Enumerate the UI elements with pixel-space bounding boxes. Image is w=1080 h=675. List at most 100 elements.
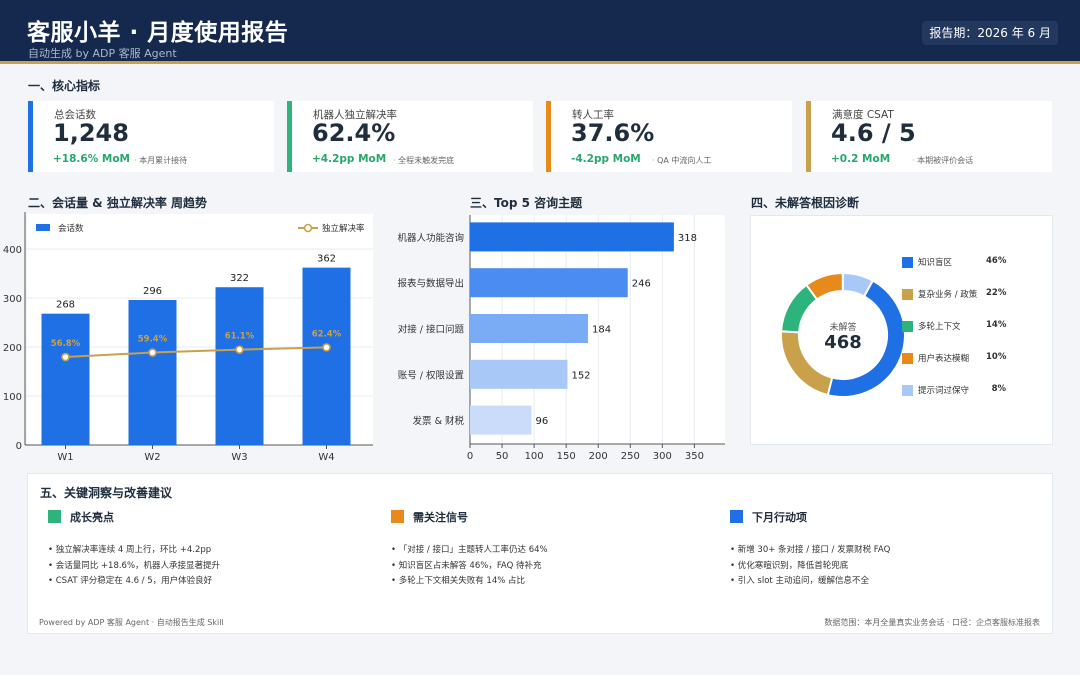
legend-swatch [902,321,913,332]
kpi-label: 转人工率 [572,109,614,121]
legend-swatch [902,385,913,396]
report-header: 客服小羊 · 月度使用报告 自动生成 by ADP 客服 Agent 报告期：2… [0,0,1080,64]
line-point [322,343,331,352]
x-tick-label: W3 [231,452,247,463]
y-tick-label: 0 [16,441,22,452]
bar-value-label: 362 [317,254,336,265]
kpi-delta: +4.2pp MoM [312,153,387,165]
x-tick-label: 300 [653,451,672,462]
y-tick-label: 账号 / 权限设置 [398,369,464,381]
kpi-note: QA 中流向人工 [652,155,711,166]
insight-title: 下月行动项 [752,511,807,524]
list-item: 「对接 / 接口」主题转人工率仍达 64% [391,543,548,559]
report-period-badge: 报告期：2026 年 6 月 [922,21,1058,45]
section-title-insights: 五、关键洞察与改善建议 [40,486,173,500]
legend-percent: 14% [986,320,1007,330]
insight-list-actions: 新增 30+ 条对接 / 接口 / 发票财税 FAQ 优化寒暄识别，降低首轮兜底… [730,543,891,590]
bar [470,222,674,252]
legend-swatch [902,353,913,364]
trend-chart: 0 100 200 300 400 268 W1 296 W2 322 W3 362 W4 56.8% 59… [3,212,373,463]
bar-value-label: 96 [536,416,549,427]
line-point [61,352,70,362]
y-tick-label: 对接 / 接口问题 [398,324,465,336]
x-tick-label: W2 [144,452,160,463]
bar [470,359,568,389]
x-tick-label: 100 [525,451,544,462]
kpi-value: 62.4% [312,119,396,147]
footer-scope: 数据范围：本月全量真实业务会话 · 口径：企点客服标准报表 [824,618,1040,627]
legend-label: 知识盲区 [918,258,953,268]
y-tick-label: 400 [3,245,22,256]
x-tick-label: W4 [318,452,334,463]
line-value-label: 62.4% [312,329,342,339]
donut-slice [841,272,875,298]
kpi-card-csat: 满意度 CSAT 4.6 / 5 +0.2 MoM 本期被评价会话 [806,101,1052,172]
section-title-trend: 二、会话量 & 独立解决率 周趋势 [28,196,207,210]
insight-title: 成长亮点 [70,511,114,524]
bar [302,267,351,445]
y-tick-label: 100 [3,392,22,403]
bar [128,299,177,445]
bar-value-label: 152 [571,370,590,381]
bar [41,313,90,445]
legend-percent: 10% [986,352,1007,362]
insight-head-signals: 需关注信号 [391,509,468,525]
x-tick-label: 250 [621,451,640,462]
legend-label: 会话数 [58,223,84,234]
y-tick-label: 发票 & 财税 [413,415,465,427]
legend-swatch [902,257,913,268]
line-value-label: 61.1% [225,332,255,342]
bar [215,287,264,445]
insight-head-highlights: 成长亮点 [48,509,114,525]
x-tick-label: W1 [57,452,73,463]
kpi-value: 37.6% [571,119,655,147]
legend-label: 提示词过保守 [918,386,970,396]
bar [470,314,588,343]
bar [470,405,532,435]
resolution-rate-line [65,346,327,359]
legend-label: 独立解决率 [322,223,365,234]
list-item: 引入 slot 主动追问，缓解信息不全 [730,574,890,590]
bar-value-label: 246 [632,279,651,290]
x-tick-label: 200 [589,451,608,462]
x-tick-label: 350 [685,451,704,462]
insight-list-highlights: 独立解决率连续 4 周上行，环比 +4.2pp 会话量同比 +18.6%，机器人… [48,543,220,590]
line-point [235,345,244,354]
insight-head-actions: 下月行动项 [730,509,807,525]
kpi-card-total-sessions: 总会话数 1,248 +18.6% MoM 本月累计接待 [28,101,274,172]
list-item: 新增 30+ 条对接 / 接口 / 发票财税 FAQ [730,543,891,559]
kpi-delta: -4.2pp MoM [571,153,641,165]
legend-swatch [902,289,913,300]
legend-percent: 8% [991,384,1006,394]
list-item: 优化寒暄识别，降低首轮兜底 [730,559,890,575]
y-tick-label: 200 [3,343,22,354]
insight-title: 需关注信号 [413,511,468,524]
kpi-note: 本期被评价会话 [912,155,973,166]
line-value-label: 59.4% [138,335,168,345]
y-tick-label: 报表与数据导出 [397,278,464,290]
bar-value-label: 268 [56,300,75,311]
y-tick-label: 300 [3,294,22,305]
square-icon [48,510,61,523]
kpi-note: 全程未触发完底 [393,155,454,166]
kpi-delta: +18.6% MoM [53,153,130,165]
insight-list-signals: 「对接 / 接口」主题转人工率仍达 64% 知识盲区占未解答 46%，FAQ 待… [391,543,548,590]
section-title-diagnosis: 四、未解答根因诊断 [751,196,860,210]
kpi-note: 本月累计接待 [134,155,187,166]
square-icon [730,510,743,523]
bar-value-label: 318 [678,233,697,244]
kpi-delta: +0.2 MoM [831,153,891,165]
legend-label: 多轮上下文 [918,322,961,332]
donut-center-value: 468 [824,332,862,353]
bar-value-label: 322 [230,273,249,284]
legend-percent: 46% [986,256,1007,266]
kpi-card-resolution-rate: 机器人独立解决率 62.4% +4.2pp MoM 全程未触发完底 [287,101,533,172]
kpi-label: 满意度 CSAT [832,109,894,121]
legend-percent: 22% [986,288,1007,298]
y-tick-label: 机器人功能咨询 [397,232,464,244]
bar-value-label: 296 [143,286,162,297]
x-tick-label: 50 [496,451,509,462]
bar-value-label: 184 [592,325,611,336]
line-value-label: 56.8% [51,339,81,349]
